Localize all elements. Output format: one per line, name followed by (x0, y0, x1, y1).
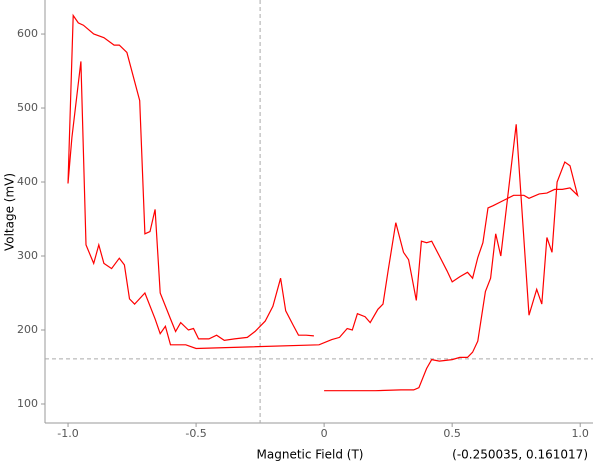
y-tick-label: 500 (17, 101, 38, 114)
y-tick-label: 300 (17, 249, 38, 262)
y-axis-label: Voltage (mV) (3, 173, 17, 251)
y-tick-label: 200 (17, 323, 38, 336)
y-tick-label: 100 (17, 397, 38, 410)
x-tick-label: -0.5 (185, 427, 206, 440)
y-tick-label: 600 (17, 27, 38, 40)
x-tick-label: -1.0 (57, 427, 78, 440)
x-tick-label: 1.0 (571, 427, 589, 440)
data-line (67, 13, 579, 392)
crosshair-readout: (-0.250035, 0.161017) (452, 448, 588, 462)
y-tick-label: 400 (17, 175, 38, 188)
x-axis-label: Magnetic Field (T) (257, 448, 364, 462)
x-tick-label: 0 (321, 427, 328, 440)
x-tick-label: 0.5 (443, 427, 461, 440)
